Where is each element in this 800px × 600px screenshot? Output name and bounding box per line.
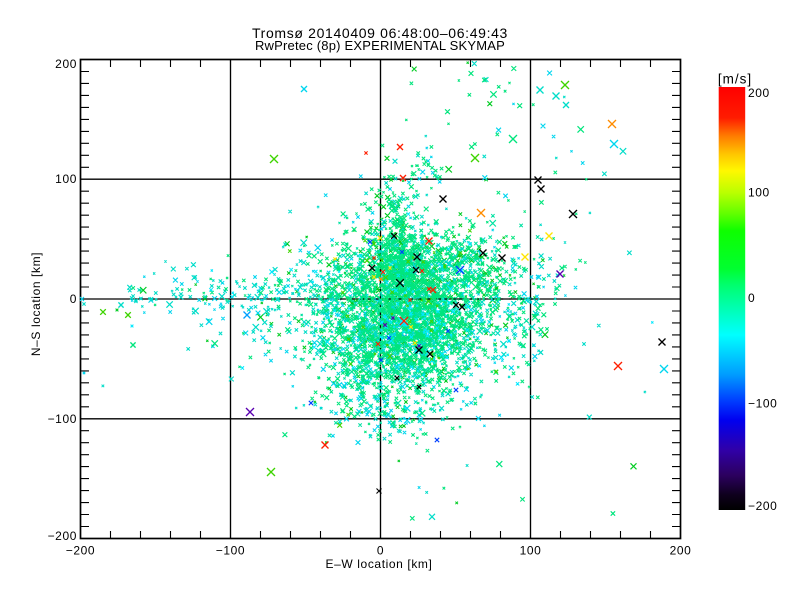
svg-text:E–W location [km]: E–W location [km]	[326, 557, 433, 571]
svg-text:Tromsø 20140409 06:48:00–06:49: Tromsø 20140409 06:48:00–06:49:43	[252, 25, 508, 41]
svg-text:100: 100	[748, 186, 770, 200]
svg-text:0: 0	[748, 291, 755, 305]
svg-text:RwPretec (8p) EXPERIMENTAL SKY: RwPretec (8p) EXPERIMENTAL SKYMAP	[255, 38, 505, 53]
svg-text:−200: −200	[66, 544, 95, 558]
svg-text:200: 200	[55, 57, 77, 71]
svg-text:−100: −100	[748, 397, 777, 411]
svg-text:200: 200	[748, 86, 770, 100]
svg-text:[m/s]: [m/s]	[718, 72, 752, 87]
svg-text:0: 0	[377, 544, 384, 558]
svg-text:−200: −200	[48, 529, 77, 543]
svg-text:100: 100	[55, 172, 77, 186]
svg-text:N–S location [km]: N–S location [km]	[29, 252, 43, 356]
svg-text:200: 200	[670, 544, 692, 558]
svg-text:−100: −100	[216, 544, 245, 558]
svg-text:−200: −200	[748, 499, 777, 513]
svg-text:−100: −100	[48, 412, 77, 426]
svg-text:100: 100	[520, 544, 542, 558]
svg-text:0: 0	[70, 292, 77, 306]
